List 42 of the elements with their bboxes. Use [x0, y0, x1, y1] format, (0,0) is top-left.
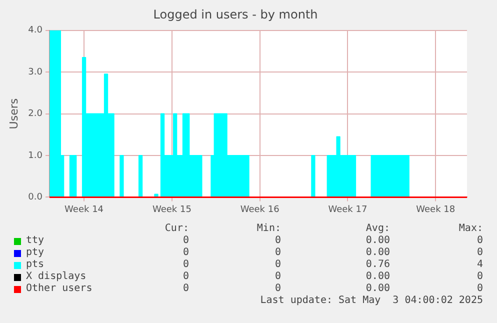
legend-label: pty — [26, 247, 44, 259]
text: 0 — [274, 235, 281, 247]
text: 0.00 — [366, 247, 390, 259]
text: Last update: Sat May 3 04:00:02 2025 — [260, 295, 483, 307]
x-tick-label: Week 18 — [416, 204, 456, 215]
y-tick-label: 2.0 — [28, 109, 43, 120]
legend-label: pts — [26, 259, 44, 271]
text: 0 — [182, 283, 189, 295]
text: 0.00 — [366, 271, 390, 283]
y-axis-title: Users — [7, 98, 20, 130]
text: 0 — [182, 235, 189, 247]
text: 4 — [476, 259, 483, 271]
legend-label: tty — [26, 235, 44, 247]
y-tick-label: 0.0 — [28, 192, 43, 203]
text: Avg: — [366, 223, 390, 235]
y-tick-label: 3.0 — [28, 67, 43, 78]
text: Min: — [256, 223, 281, 235]
text: 0.00 — [366, 283, 390, 295]
text: 0 — [476, 235, 483, 247]
text: Max: — [458, 223, 483, 235]
chart-title: Logged in users - by month — [153, 7, 318, 22]
text: 0 — [274, 247, 281, 259]
y-tick-label: 1.0 — [28, 150, 43, 161]
x-tick-label: Week 16 — [240, 204, 280, 215]
text: 0 — [476, 247, 483, 259]
x-tick-label: Week 15 — [152, 204, 192, 215]
text: 0.00 — [366, 235, 390, 247]
text: 0 — [182, 259, 189, 271]
text: 0 — [476, 271, 483, 283]
text: 0 — [274, 259, 281, 271]
text: 0 — [274, 283, 281, 295]
text: 0 — [182, 247, 189, 259]
text: Cur: — [164, 223, 189, 235]
legend-label: X displays — [26, 271, 86, 283]
text: 0 — [476, 283, 483, 295]
x-tick-label: Week 14 — [64, 204, 104, 215]
text: 0 — [274, 271, 281, 283]
y-tick-label: 4.0 — [28, 26, 43, 36]
x-tick-label: Week 17 — [328, 204, 368, 215]
legend-label: Other users — [26, 283, 92, 295]
text: 0.76 — [366, 259, 390, 271]
text: 0 — [182, 271, 189, 283]
